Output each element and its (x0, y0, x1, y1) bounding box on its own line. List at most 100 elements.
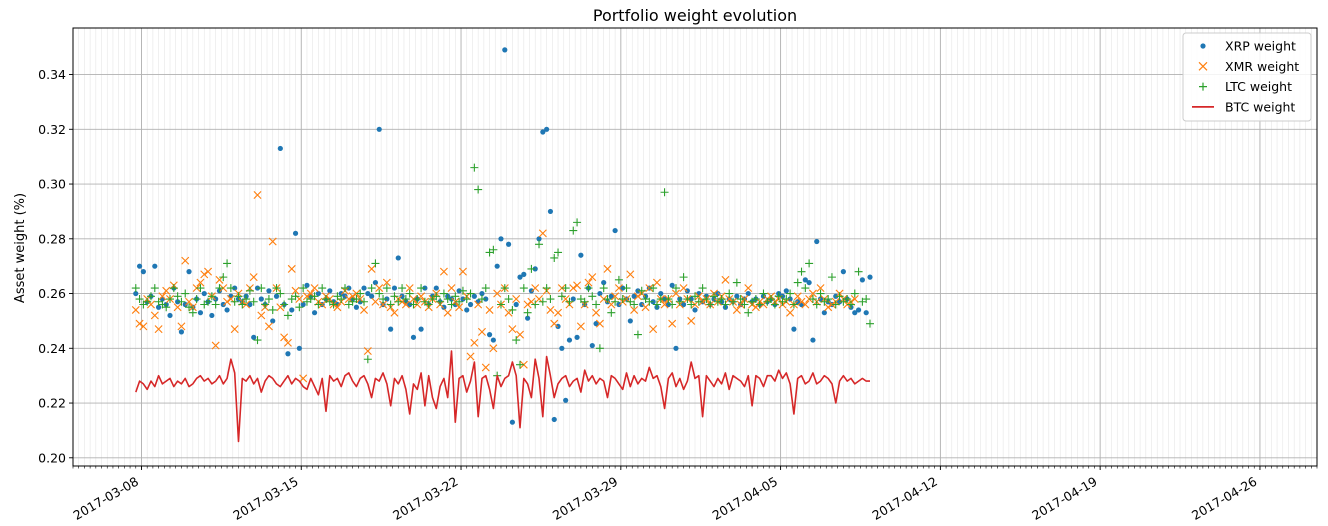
xrp-weight-point (551, 416, 557, 423)
ltc-weight-point (759, 289, 768, 298)
ltc-weight-point (740, 300, 749, 309)
y-tick-label: 0.20 (38, 450, 66, 465)
xmr-weight-point (816, 284, 825, 293)
ltc-weight-point (166, 295, 175, 304)
minor-grid (72, 28, 1318, 466)
chart-title: Portfolio weight evolution (593, 6, 797, 25)
x-tick-label: 2017-03-22 (390, 474, 460, 523)
ltc-weight-point (824, 295, 833, 304)
xmr-weight-point (379, 300, 388, 309)
xrp-weight-point (502, 47, 508, 53)
xrp-weight-point (783, 288, 789, 294)
y-tick-label: 0.22 (38, 396, 66, 411)
xrp-weight-point (365, 290, 371, 297)
ltc-weight-point (569, 226, 578, 235)
xrp-weight-point (315, 290, 321, 297)
xmr-weight-point (538, 229, 547, 238)
ltc-weight-point (234, 292, 243, 301)
xmr-weight-point (291, 286, 300, 295)
xrp-weight-point (467, 301, 474, 308)
xmr-weight-point (401, 300, 410, 309)
ltc-weight-point (295, 303, 304, 312)
ltc-weight-point (143, 297, 152, 306)
ltc-weight-point (264, 295, 273, 304)
xrp-weight-point (464, 307, 470, 313)
ltc-weight-point (382, 284, 391, 293)
xrp-weight-point (197, 310, 204, 316)
ltc-weight-point (188, 308, 197, 317)
xmr-weight-point (721, 275, 730, 284)
xmr-weight-point (443, 308, 452, 317)
ltc-weight-point (341, 284, 350, 293)
ltc-weight-point (196, 284, 205, 293)
xrp-weight-point (513, 301, 519, 308)
xmr-weight-point (268, 237, 277, 246)
xmr-weight-point (614, 284, 623, 293)
xrp-weight-point (806, 279, 812, 286)
x-tick-label: 2017-04-26 (1189, 474, 1259, 523)
ltc-weight-point (827, 273, 836, 282)
xmr-weight-point (489, 344, 498, 353)
xrp-weight-point (867, 274, 873, 280)
ltc-weight-point (816, 289, 825, 298)
xrp-weight-point (578, 252, 584, 258)
btc-weight-line (135, 350, 870, 443)
xmr-weight-point (185, 297, 194, 306)
xrp-weight-point (441, 304, 447, 310)
xmr-weight-point (466, 352, 475, 361)
y-tick-label: 0.34 (38, 67, 66, 82)
ltc-weight-point (394, 297, 403, 306)
ltc-weight-point (519, 284, 528, 293)
ltc-weight-point (249, 297, 258, 306)
xrp-weight-point (338, 290, 344, 297)
x-axis: 2017-03-08 2017-03-15 2017-03-22 2017-03-29… (71, 466, 1318, 523)
ltc-weight-point (725, 289, 734, 298)
ltc-weight-point (242, 295, 251, 304)
xrp-weight-point (673, 345, 679, 351)
xrp-weight-point (479, 290, 485, 297)
y-tick-label: 0.26 (38, 286, 66, 301)
xrp-weight-point (509, 419, 515, 425)
xmr-weight-point (576, 322, 585, 331)
ltc-weight-point (664, 295, 673, 304)
xrp-weight-point (521, 271, 527, 277)
ltc-weight-point (417, 284, 426, 293)
xmr-weight-legend-label: XMR weight (1225, 59, 1299, 74)
ltc-weight-point (223, 259, 232, 268)
xmr-weight-point (283, 338, 292, 347)
xmr-weight-point (797, 297, 806, 306)
xrp-weight-point (220, 301, 226, 308)
ltc-weight-point (413, 295, 422, 304)
ltc-weight-point (146, 292, 155, 301)
ltc-weight-point (710, 292, 719, 301)
xrp-weight-point (601, 279, 607, 286)
ltc-weight-point (496, 300, 505, 309)
xrp-weight-point (547, 208, 554, 215)
ltc-weight-point (390, 292, 399, 301)
ltc-weight-point (329, 300, 338, 309)
xmr-weight-point (135, 319, 144, 328)
ltc-weight-point (386, 300, 395, 309)
ltc-weight-point (557, 292, 566, 301)
xmr-weight-point (660, 300, 669, 309)
xrp-weight-point (555, 323, 561, 329)
ltc-weight-point (253, 336, 262, 345)
xrp-weight-point (570, 296, 576, 302)
xrp-weight-point (810, 337, 816, 343)
ltc-weight-point (770, 300, 779, 309)
xrp-weight-point (696, 290, 702, 297)
ltc-weight-point (439, 289, 448, 298)
xmr-weight-point (253, 190, 262, 199)
xmr-weight-point (458, 267, 467, 276)
ltc-weight-point (592, 300, 601, 309)
xrp-weight-point (136, 263, 143, 269)
ltc-weight-point (595, 344, 604, 353)
ltc-weight-point (177, 297, 186, 306)
y-tick-label: 0.32 (38, 122, 66, 137)
xrp-weight-point (540, 129, 546, 135)
x-tick-label: 2017-04-05 (710, 474, 780, 523)
ltc-weight-point (843, 295, 852, 304)
xmr-weight-point (801, 300, 810, 309)
ltc-weight-point (291, 292, 300, 301)
xrp-weight-point (178, 329, 185, 335)
